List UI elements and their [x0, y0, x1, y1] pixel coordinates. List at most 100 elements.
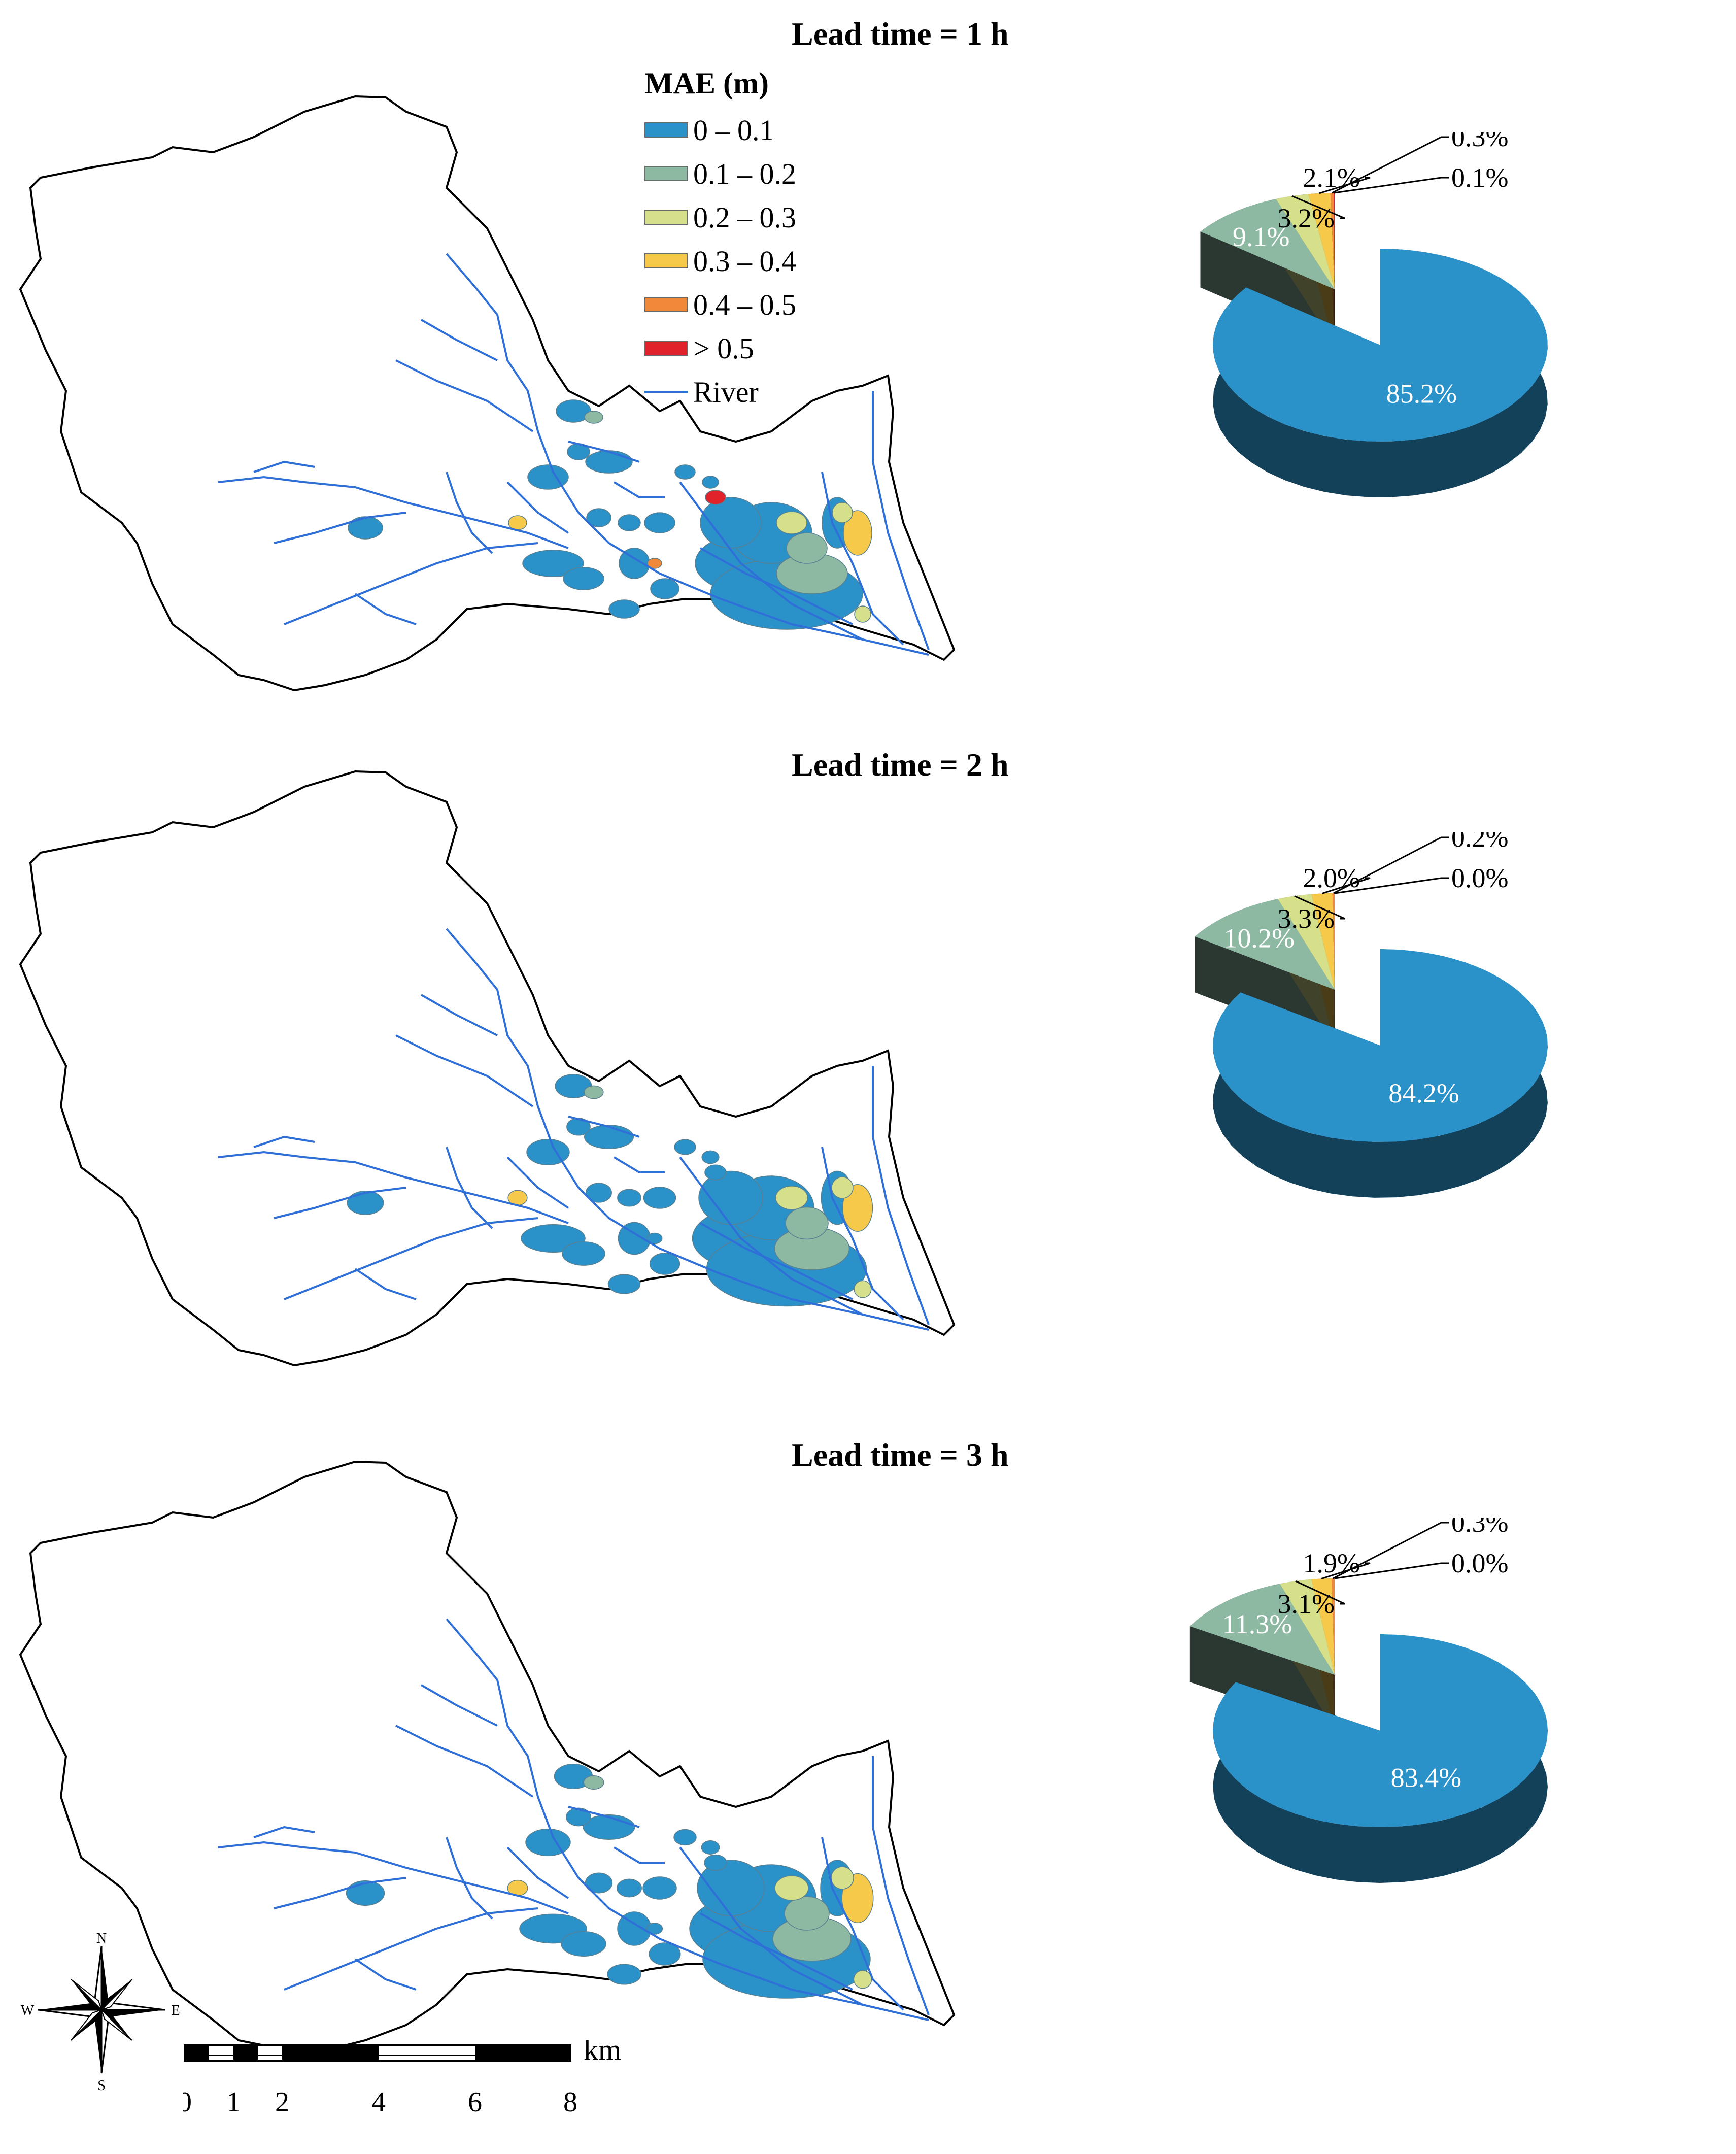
legend-swatch-0 [644, 122, 688, 138]
river-line [446, 1618, 929, 2021]
flood-patch [842, 1184, 873, 1232]
compass-star [38, 1946, 165, 2074]
flood-patch [843, 510, 872, 556]
river-line [274, 1877, 406, 1909]
flood-patch [617, 1189, 641, 1207]
flood-patch [562, 1241, 605, 1266]
pie-slice-3 [1311, 1578, 1335, 1675]
pie-slice-5 [1333, 193, 1335, 289]
river-line [679, 1846, 863, 2006]
pie-label-0: 85.2% [1386, 378, 1457, 409]
legend-item-2: 0.2 – 0.3 [644, 195, 796, 239]
flood-patch [647, 558, 662, 569]
compass-n-label: N [96, 1931, 107, 1946]
flood-patch [563, 567, 604, 590]
flood-error-patches [348, 399, 872, 630]
flood-patch [775, 1186, 808, 1210]
flood-patch [583, 1775, 604, 1790]
pie-leader-line [1291, 195, 1345, 219]
flood-patch [525, 1828, 571, 1857]
pie-chart-2: 84.2% 10.2%3.3% 2.0% 0.2% 0.0% [1195, 832, 1548, 1198]
river-line [821, 472, 904, 646]
flood-patch [584, 1125, 634, 1149]
legend-label-4: 0.4 – 0.5 [693, 288, 796, 321]
pie-label-2: 3.3% [1278, 903, 1335, 934]
scale-tick-6: 6 [468, 2086, 482, 2118]
legend-label-0: 0 – 0.1 [693, 113, 774, 147]
flood-patch [854, 605, 871, 623]
river-line [872, 391, 930, 650]
river-line [613, 1846, 665, 1864]
flood-patch [607, 1964, 641, 1985]
river-line [568, 1806, 640, 1828]
flood-patch [853, 1970, 872, 1989]
river-line [821, 1147, 904, 1321]
river-line [421, 319, 498, 361]
legend-swatch-2 [644, 210, 688, 225]
pie-slice-1 [1195, 899, 1335, 990]
legend-river-line [644, 390, 688, 393]
pie-slice-3 [1311, 893, 1335, 990]
river-network [218, 253, 930, 656]
flood-patch [673, 1829, 697, 1846]
legend-item-0: 0 – 0.1 [644, 108, 796, 152]
pie-leader-line [1334, 1562, 1449, 1579]
flood-error-patches [346, 1764, 874, 1999]
pie-leader-line [1333, 836, 1449, 894]
legend-item-4: 0.4 – 0.5 [644, 283, 796, 326]
flood-patch [618, 514, 641, 531]
scale-tick-0: 0 [183, 2086, 192, 2118]
flood-patch [526, 1139, 570, 1165]
pie-slice-2 [1276, 194, 1335, 289]
river-line [421, 994, 498, 1036]
river-line [274, 512, 406, 544]
flood-patch [832, 502, 853, 523]
pie-label-3: 2.0% [1303, 863, 1360, 893]
river-line [284, 1217, 538, 1300]
river-line [395, 359, 534, 432]
flood-patch [607, 1274, 641, 1294]
compass-rose-icon: N S E W [21, 1931, 180, 2091]
pie-slice-1 [1200, 199, 1335, 289]
flood-patch [649, 1253, 680, 1275]
river-line [506, 481, 569, 534]
scale-unit: km [584, 2040, 621, 2066]
pie-label-2: 3.1% [1278, 1589, 1335, 1619]
legend-swatch-3 [644, 253, 688, 268]
river-line [446, 1147, 493, 1229]
scale-tick-1: 1 [226, 2086, 241, 2118]
pie-leader-line [1294, 895, 1345, 920]
river-line [872, 1066, 930, 1325]
panel-title-3: Lead time = 3 h [792, 1437, 1009, 1473]
river-line [354, 1958, 417, 1991]
legend-label-5: > 0.5 [693, 331, 754, 365]
flood-patch [831, 1866, 854, 1890]
river-line [274, 1187, 406, 1219]
river-line [218, 1151, 569, 1224]
flood-patch [701, 1150, 720, 1164]
flood-patch [786, 532, 828, 564]
pie-label-4: 0.2% [1451, 832, 1508, 853]
river-line [446, 472, 493, 554]
flood-patch [643, 1187, 676, 1209]
pie-leader-line [1321, 877, 1371, 894]
flood-patch [646, 1923, 663, 1935]
scale-tick-4: 4 [371, 2086, 386, 2118]
pie-slice-1 [1189, 1584, 1335, 1675]
river-line [218, 1841, 569, 1914]
flood-patch [617, 1878, 642, 1898]
pie-label-3: 1.9% [1303, 1548, 1360, 1578]
river-line [284, 542, 538, 625]
river-line [284, 1907, 538, 1991]
pie-leader-line [1334, 877, 1449, 894]
flood-patch [704, 1164, 727, 1181]
flood-patch [705, 490, 726, 505]
pie-slice-3 [1308, 193, 1335, 289]
river-line [253, 1136, 315, 1148]
river-line [421, 1684, 498, 1727]
flood-patch [527, 464, 569, 490]
flood-patch [644, 512, 675, 533]
river-line [700, 547, 853, 625]
flood-patch [698, 1170, 763, 1225]
pie-label-5: 0.0% [1451, 1548, 1508, 1578]
